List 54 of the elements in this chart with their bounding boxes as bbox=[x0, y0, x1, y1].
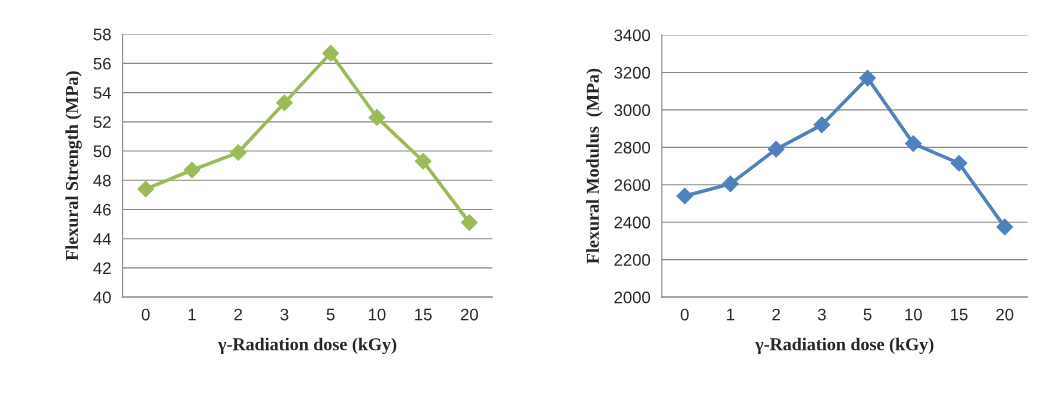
point bbox=[950, 154, 968, 172]
point bbox=[414, 152, 432, 170]
y-tick-label: 2800 bbox=[614, 141, 651, 154]
point bbox=[229, 144, 247, 161]
y-tick-label: 42 bbox=[93, 262, 111, 274]
y-tick-label: 46 bbox=[93, 203, 111, 216]
y-axis-title: Flexural Strength (MPa) bbox=[65, 71, 82, 261]
x-tick-label: 10 bbox=[368, 308, 386, 321]
x-tick-label: 3 bbox=[280, 308, 289, 321]
y-tick-label: 58 bbox=[93, 28, 111, 41]
point bbox=[368, 109, 386, 126]
point bbox=[767, 140, 785, 158]
point bbox=[183, 161, 201, 179]
y-tick-label: 2200 bbox=[614, 254, 651, 266]
y-tick-label: 50 bbox=[93, 145, 111, 158]
y-tick-label: 44 bbox=[93, 233, 111, 245]
point bbox=[722, 175, 739, 193]
x-tick-label: 2 bbox=[234, 308, 242, 321]
point bbox=[460, 214, 478, 231]
x-tick-label: 5 bbox=[326, 308, 335, 321]
y-tick-label: 2400 bbox=[614, 216, 651, 229]
x-tick-label: 0 bbox=[680, 308, 689, 321]
y-tick-label: 2600 bbox=[614, 179, 651, 191]
x-tick-label: 5 bbox=[863, 308, 872, 321]
point bbox=[676, 187, 694, 205]
point bbox=[904, 135, 922, 152]
point bbox=[322, 44, 340, 62]
x-tick-label: 0 bbox=[141, 308, 150, 321]
x-tick-label: 15 bbox=[415, 308, 432, 321]
y-tick-label: 3400 bbox=[614, 29, 651, 42]
x-tick-label: 15 bbox=[951, 308, 968, 321]
y-axis-title: Flexural Modulus (MPa) bbox=[586, 68, 603, 264]
x-tick-label: 10 bbox=[905, 308, 922, 321]
y-tick-label: 3000 bbox=[614, 104, 651, 117]
y-tick-label: 40 bbox=[93, 291, 111, 304]
point bbox=[859, 69, 876, 87]
y-tick-label: 3200 bbox=[614, 66, 651, 79]
point bbox=[996, 218, 1014, 236]
y-tick-label: 54 bbox=[93, 87, 111, 99]
x-tick-label: 3 bbox=[817, 308, 826, 321]
x-tick-label: 20 bbox=[996, 308, 1014, 321]
x-tick-label: 1 bbox=[188, 308, 196, 321]
point bbox=[137, 180, 155, 198]
x-axis-title: γ-Radiation dose (kGy) bbox=[755, 337, 934, 355]
y-tick-label: 2000 bbox=[614, 291, 651, 304]
x-axis-title: γ-Radiation dose (kGy) bbox=[217, 337, 397, 355]
y-tick-label: 56 bbox=[93, 57, 111, 70]
y-tick-label: 52 bbox=[93, 116, 111, 129]
x-tick-label: 2 bbox=[772, 308, 780, 321]
x-tick-label: 20 bbox=[460, 308, 478, 321]
point bbox=[813, 116, 831, 134]
y-tick-label: 48 bbox=[93, 174, 111, 187]
x-tick-label: 1 bbox=[727, 308, 735, 321]
point bbox=[276, 94, 293, 112]
